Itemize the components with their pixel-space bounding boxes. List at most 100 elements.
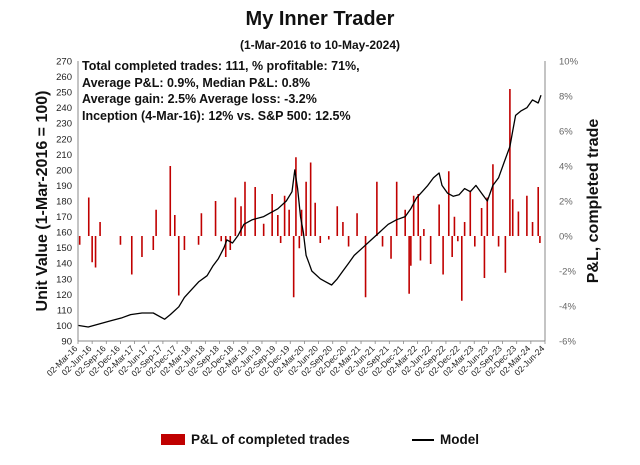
chart-subtitle: (1-Mar-2016 to 10-May-2024) (239, 38, 401, 52)
trade-bar (214, 201, 217, 236)
trade-bar (474, 236, 476, 247)
trade-bar (395, 181, 398, 236)
trade-bar (408, 236, 410, 294)
trade-bar (234, 197, 237, 236)
trade-bar (537, 187, 540, 236)
y-right-tick-label: 0% (559, 232, 573, 243)
trade-bar (381, 236, 384, 247)
y-left-tick-label: 170 (56, 212, 72, 223)
trade-bar (220, 236, 223, 242)
y-left-tick-label: 90 (61, 337, 72, 348)
trade-bar (509, 89, 511, 236)
trade-bar (390, 236, 392, 259)
trade-bar (305, 181, 307, 236)
trade-bar (327, 236, 330, 240)
trade-bar (492, 164, 494, 236)
trade-bar (539, 236, 541, 243)
y-left-tick-label: 130 (56, 274, 72, 285)
trade-bar (451, 236, 453, 257)
model-line (77, 94, 542, 328)
trade-bar (497, 236, 500, 247)
trade-bar (453, 216, 456, 236)
trade-bar (356, 213, 358, 236)
trade-bar (130, 236, 133, 275)
y-left-tick-label: 200 (56, 165, 72, 176)
trade-bar (277, 215, 279, 236)
trade-bar (319, 236, 322, 243)
y-right-tick-label: -6% (559, 337, 576, 348)
trade-bar (169, 166, 172, 236)
y-left-tick-label: 220 (56, 134, 72, 145)
y-right-tick-label: -2% (559, 267, 576, 278)
trade-bar (486, 197, 489, 236)
legend-label-model: Model (440, 432, 479, 447)
y-left-tick-label: 140 (56, 259, 72, 270)
trade-bar (419, 236, 422, 261)
trade-bar (526, 195, 528, 236)
trade-bar (404, 209, 406, 236)
trade-bar (442, 236, 444, 275)
legend-swatch-bar (161, 434, 185, 445)
y-right-tick-label: -4% (559, 302, 576, 313)
trade-bar (87, 197, 90, 236)
y-left-tick-label: 230 (56, 119, 72, 130)
trade-bar (347, 236, 350, 247)
trade-bar (298, 236, 301, 249)
trade-bar (531, 222, 534, 236)
y-left-tick-label: 100 (56, 321, 72, 332)
trade-bar (99, 222, 101, 236)
y-left-axis-title: Unit Value (1-Mar-2016 = 100) (34, 91, 51, 312)
y-right-tick-label: 4% (559, 162, 573, 173)
trade-bar (197, 236, 200, 245)
trade-bar (376, 181, 378, 236)
trade-bar (240, 206, 242, 236)
trade-bar (262, 223, 265, 236)
trade-bar (155, 209, 157, 236)
trade-bar (483, 236, 486, 278)
y-right-tick-label: 6% (559, 127, 573, 138)
trade-bar (173, 215, 176, 236)
legend-item-trades: P&L of completed trades (161, 432, 350, 447)
trade-bar (460, 236, 463, 301)
trade-bar (271, 194, 273, 236)
y-left-tick-label: 250 (56, 88, 72, 99)
trade-bar (417, 194, 420, 236)
trade-bar (314, 202, 316, 236)
trade-bar (295, 157, 297, 236)
trade-bar (463, 222, 466, 236)
y-left-tick-label: 150 (56, 243, 72, 254)
trade-bar (309, 162, 312, 236)
trade-bar (183, 236, 186, 250)
y-right-axis-title: P&L, completed trade (585, 119, 602, 284)
trade-bar (364, 236, 367, 298)
y-left-tick-label: 270 (56, 57, 72, 68)
trade-bar (94, 236, 97, 268)
y-left-tick-label: 240 (56, 103, 72, 114)
trade-bar (288, 209, 290, 236)
y-left-tick-label: 260 (56, 72, 72, 83)
trade-bar (119, 236, 122, 245)
trade-bar (438, 204, 440, 236)
trade-bar (229, 236, 232, 250)
trade-bar (177, 236, 180, 296)
stats-line-2: Average P&L: 0.9%, Median P&L: 0.8% (82, 75, 311, 90)
stats-line-3: Average gain: 2.5% Average loss: -3.2% (82, 92, 317, 106)
y-right-tick-label: 2% (559, 197, 573, 208)
y-left-tick-label: 180 (56, 197, 72, 208)
stats-box: Total completed trades: 111, % profitabl… (82, 58, 360, 124)
trade-bar (292, 236, 295, 298)
stats-line-1: Total completed trades: 111, % profitabl… (82, 59, 360, 73)
chart-title: My Inner Trader (245, 8, 395, 30)
legend-label-trades: P&L of completed trades (191, 432, 350, 447)
y-right-tick-label: 8% (559, 92, 573, 103)
trade-bar (152, 236, 155, 250)
trade-bar (412, 195, 415, 236)
trade-bar (511, 199, 514, 236)
trade-bar (410, 236, 412, 266)
stats-line-4: Inception (4-Mar-16): 12% vs. S&P 500: 1… (82, 108, 351, 123)
trade-bar (517, 211, 520, 236)
trade-bar (91, 236, 93, 263)
legend-item-model: Model (412, 432, 479, 447)
